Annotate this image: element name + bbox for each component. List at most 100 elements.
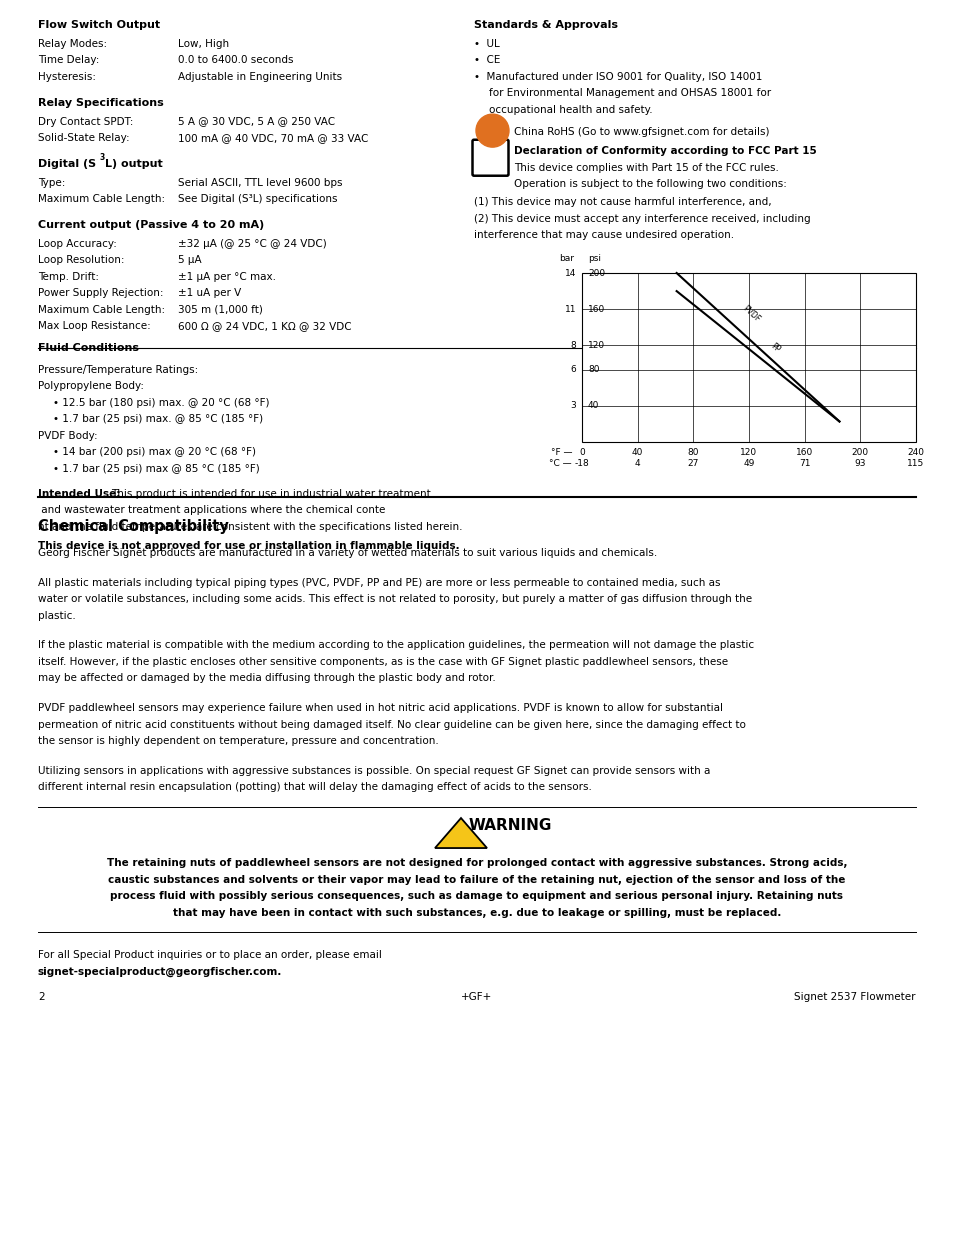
Text: Relay Specifications: Relay Specifications — [38, 98, 164, 107]
Text: PVDF paddlewheel sensors may experience failure when used in hot nitric acid app: PVDF paddlewheel sensors may experience … — [38, 703, 722, 713]
Text: •  CE: • CE — [474, 56, 500, 65]
Text: If the plastic material is compatible with the medium according to the applicati: If the plastic material is compatible wi… — [38, 641, 753, 651]
Text: Solid-State Relay:: Solid-State Relay: — [38, 133, 130, 143]
Text: 80: 80 — [587, 366, 598, 374]
Text: Polypropylene Body:: Polypropylene Body: — [38, 382, 144, 391]
Text: 200: 200 — [587, 268, 604, 278]
Text: nt and the fluid temperatures are consistent with the specifications listed here: nt and the fluid temperatures are consis… — [38, 521, 462, 531]
Text: 160: 160 — [795, 448, 813, 457]
Text: interference that may cause undesired operation.: interference that may cause undesired op… — [474, 231, 734, 241]
Text: ±32 μA (@ 25 °C @ 24 VDC): ±32 μA (@ 25 °C @ 24 VDC) — [178, 238, 327, 248]
Text: 8: 8 — [570, 341, 576, 350]
Text: China RoHS (Go to www.gfsignet.com for details): China RoHS (Go to www.gfsignet.com for d… — [514, 127, 769, 137]
Text: • 14 bar (200 psi) max @ 20 °C (68 °F): • 14 bar (200 psi) max @ 20 °C (68 °F) — [53, 447, 255, 457]
Text: Current output (Passive 4 to 20 mA): Current output (Passive 4 to 20 mA) — [38, 220, 264, 230]
Text: Signet 2537 Flowmeter: Signet 2537 Flowmeter — [794, 992, 915, 1002]
Text: Fluid Conditions: Fluid Conditions — [38, 343, 139, 353]
Text: 200: 200 — [851, 448, 868, 457]
Circle shape — [476, 114, 509, 147]
Text: 93: 93 — [854, 459, 865, 468]
Text: ±1 μA per °C max.: ±1 μA per °C max. — [178, 272, 275, 282]
Text: ±1 uA per V: ±1 uA per V — [178, 288, 241, 298]
Text: 240: 240 — [906, 448, 923, 457]
Text: For all Special Product inquiries or to place an order, please email: For all Special Product inquiries or to … — [38, 950, 381, 961]
Text: Hysteresis:: Hysteresis: — [38, 72, 96, 82]
Text: This device is not approved for use or installation in flammable liquids.: This device is not approved for use or i… — [38, 541, 459, 551]
Text: Type:: Type: — [38, 178, 66, 188]
Text: • 1.7 bar (25 psi) max. @ 85 °C (185 °F): • 1.7 bar (25 psi) max. @ 85 °C (185 °F) — [53, 415, 263, 425]
Text: itself. However, if the plastic encloses other sensitive components, as is the c: itself. However, if the plastic encloses… — [38, 657, 727, 667]
Text: 120: 120 — [740, 448, 757, 457]
Bar — [581, 273, 915, 442]
Text: 25: 25 — [486, 120, 498, 130]
Text: Time Delay:: Time Delay: — [38, 56, 99, 65]
Text: Utilizing sensors in applications with aggressive substances is possible. On spe: Utilizing sensors in applications with a… — [38, 766, 710, 776]
Text: 40: 40 — [587, 401, 598, 410]
Text: 0.0 to 6400.0 seconds: 0.0 to 6400.0 seconds — [178, 56, 294, 65]
Text: 120: 120 — [587, 341, 604, 350]
Text: This product is intended for use in industrial water treatment: This product is intended for use in indu… — [111, 489, 431, 499]
Text: plastic.: plastic. — [38, 610, 75, 621]
Text: (2) This device must accept any interference received, including: (2) This device must accept any interfer… — [474, 214, 810, 224]
Text: 5 μA: 5 μA — [178, 256, 201, 266]
Text: signet-specialproduct@georgfischer.com.: signet-specialproduct@georgfischer.com. — [38, 967, 282, 977]
Text: 100 mA @ 40 VDC, 70 mA @ 33 VAC: 100 mA @ 40 VDC, 70 mA @ 33 VAC — [178, 133, 368, 143]
Text: that may have been in contact with such substances, e.g. due to leakage or spill: that may have been in contact with such … — [172, 908, 781, 918]
Text: 0: 0 — [578, 448, 584, 457]
Text: 6: 6 — [570, 366, 576, 374]
Text: °C —: °C — — [549, 459, 572, 468]
Text: Flow Switch Output: Flow Switch Output — [38, 20, 160, 30]
Text: 80: 80 — [687, 448, 699, 457]
Text: 2: 2 — [38, 992, 45, 1002]
Text: The retaining nuts of paddlewheel sensors are not designed for prolonged contact: The retaining nuts of paddlewheel sensor… — [107, 858, 846, 868]
Text: for Environmental Management and OHSAS 18001 for: for Environmental Management and OHSAS 1… — [489, 89, 770, 99]
Text: 600 Ω @ 24 VDC, 1 KΩ @ 32 VDC: 600 Ω @ 24 VDC, 1 KΩ @ 32 VDC — [178, 321, 352, 331]
Text: -18: -18 — [574, 459, 589, 468]
Text: bar: bar — [558, 254, 574, 263]
Text: Serial ASCII, TTL level 9600 bps: Serial ASCII, TTL level 9600 bps — [178, 178, 342, 188]
Text: 11: 11 — [564, 305, 576, 314]
Text: Adjustable in Engineering Units: Adjustable in Engineering Units — [178, 72, 342, 82]
Text: c: c — [501, 156, 507, 165]
Text: 160: 160 — [587, 305, 604, 314]
Text: Low, High: Low, High — [178, 40, 229, 49]
Text: °F —: °F — — [550, 448, 572, 457]
Text: caustic substances and solvents or their vapor may lead to failure of the retain: caustic substances and solvents or their… — [109, 874, 844, 884]
Text: L) output: L) output — [105, 158, 163, 169]
Text: Declaration of Conformity according to FCC Part 15: Declaration of Conformity according to F… — [514, 146, 816, 156]
Text: 3: 3 — [100, 153, 105, 162]
Text: F: F — [482, 146, 494, 164]
Text: •  Manufactured under ISO 9001 for Quality, ISO 14001: • Manufactured under ISO 9001 for Qualit… — [474, 72, 761, 82]
Text: Standards & Approvals: Standards & Approvals — [474, 20, 618, 30]
Polygon shape — [435, 818, 486, 848]
Text: !: ! — [457, 830, 463, 842]
Text: 4: 4 — [634, 459, 639, 468]
Text: Loop Resolution:: Loop Resolution: — [38, 256, 125, 266]
Text: 71: 71 — [798, 459, 809, 468]
Text: Max Loop Resistance:: Max Loop Resistance: — [38, 321, 151, 331]
Text: the sensor is highly dependent on temperature, pressure and concentration.: the sensor is highly dependent on temper… — [38, 736, 438, 746]
Text: psi: psi — [587, 254, 600, 263]
Text: C: C — [493, 146, 505, 164]
Text: water or volatile substances, including some acids. This effect is not related t: water or volatile substances, including … — [38, 594, 751, 604]
Text: Power Supply Rejection:: Power Supply Rejection: — [38, 288, 163, 298]
Text: WARNING: WARNING — [469, 818, 552, 834]
Text: • 12.5 bar (180 psi) max. @ 20 °C (68 °F): • 12.5 bar (180 psi) max. @ 20 °C (68 °F… — [53, 398, 269, 408]
Text: 40: 40 — [631, 448, 642, 457]
Text: 305 m (1,000 ft): 305 m (1,000 ft) — [178, 305, 263, 315]
Text: Maximum Cable Length:: Maximum Cable Length: — [38, 194, 165, 204]
Text: Chemical Compatibility: Chemical Compatibility — [38, 519, 229, 534]
Text: PVDF Body:: PVDF Body: — [38, 431, 97, 441]
Text: 14: 14 — [564, 268, 576, 278]
Text: Digital (S: Digital (S — [38, 158, 96, 169]
Text: Georg Fischer Signet products are manufactured in a variety of wetted materials : Georg Fischer Signet products are manufa… — [38, 548, 657, 558]
Text: PVDF: PVDF — [740, 304, 761, 324]
Text: Maximum Cable Length:: Maximum Cable Length: — [38, 305, 165, 315]
Text: permeation of nitric acid constituents without being damaged itself. No clear gu: permeation of nitric acid constituents w… — [38, 720, 745, 730]
Text: Intended Use:: Intended Use: — [38, 489, 120, 499]
Text: Relay Modes:: Relay Modes: — [38, 40, 107, 49]
Text: (1) This device may not cause harmful interference, and,: (1) This device may not cause harmful in… — [474, 198, 771, 207]
Text: See Digital (S³L) specifications: See Digital (S³L) specifications — [178, 194, 337, 204]
Text: • 1.7 bar (25 psi) max @ 85 °C (185 °F): • 1.7 bar (25 psi) max @ 85 °C (185 °F) — [53, 464, 259, 474]
Text: This device complies with Part 15 of the FCC rules.: This device complies with Part 15 of the… — [514, 163, 778, 173]
